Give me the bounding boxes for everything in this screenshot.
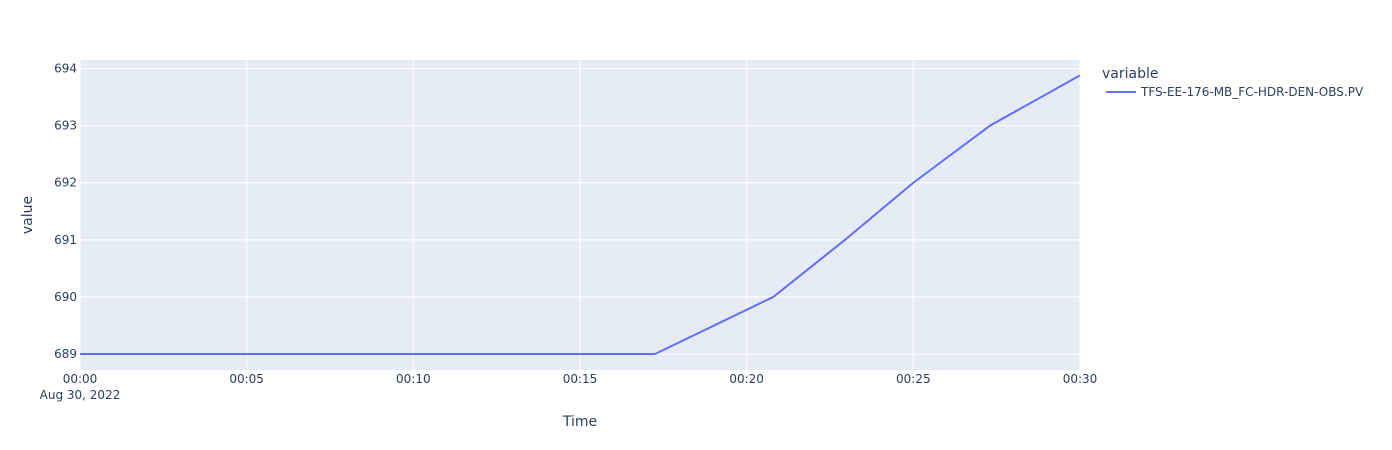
x-tick-label: 00:15 <box>563 372 598 386</box>
series-line[interactable] <box>80 74 1081 356</box>
y-tick-label: 690 <box>54 290 77 304</box>
y-axis-ticks: 689 690 691 692 693 694 <box>54 62 77 361</box>
y-tick-label: 694 <box>54 62 77 76</box>
y-tick-label: 691 <box>54 233 77 247</box>
legend-item[interactable]: TFS-EE-176-MB_FC-HDR-DEN-OBS.PV <box>1106 85 1364 99</box>
x-tick-label: 00:25 <box>896 372 931 386</box>
x-axis-title: Time <box>562 414 597 430</box>
x-axis-date-label: Aug 30, 2022 <box>40 388 121 402</box>
x-axis-ticks: 00:00 00:05 00:10 00:15 00:20 00:25 00:30 <box>63 372 1098 386</box>
series-layer <box>80 74 1081 356</box>
x-tick-label: 00:20 <box>729 372 764 386</box>
y-tick-label: 692 <box>54 176 77 190</box>
x-tick-label: 00:30 <box>1063 372 1098 386</box>
legend-item-label: TFS-EE-176-MB_FC-HDR-DEN-OBS.PV <box>1140 85 1364 99</box>
x-tick-label: 00:10 <box>396 372 431 386</box>
y-tick-label: 693 <box>54 119 77 133</box>
y-tick-label: 689 <box>54 347 77 361</box>
legend: variable TFS-EE-176-MB_FC-HDR-DEN-OBS.PV <box>1102 66 1364 99</box>
y-axis-title: value <box>20 196 36 234</box>
legend-title: variable <box>1102 66 1158 82</box>
x-tick-label: 00:05 <box>229 372 264 386</box>
x-tick-label: 00:00 <box>63 372 98 386</box>
